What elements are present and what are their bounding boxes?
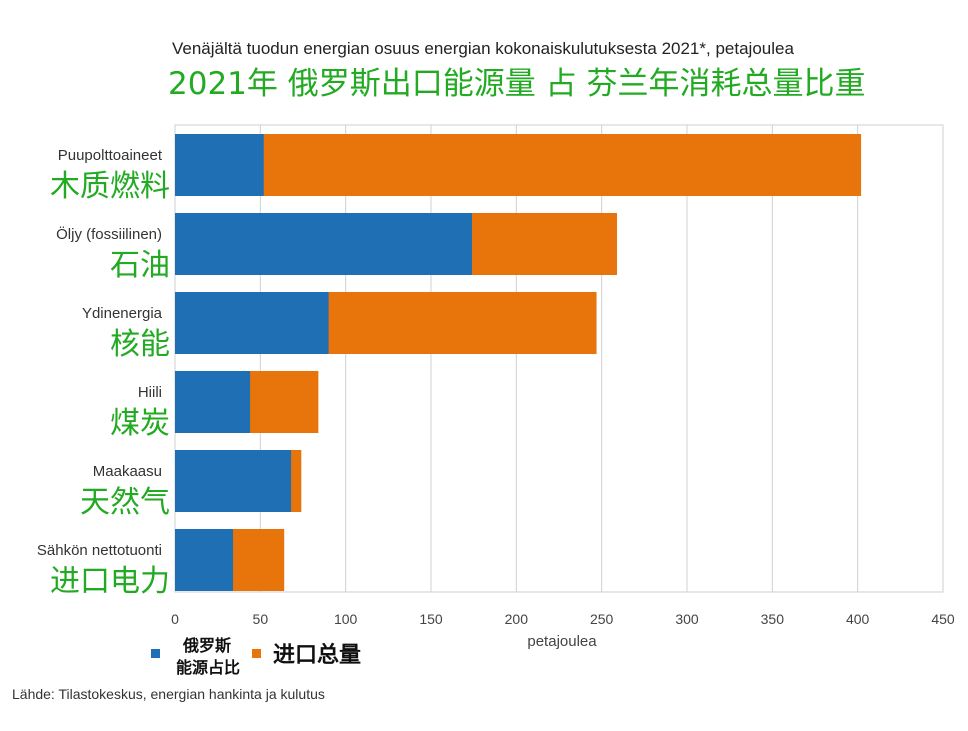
source-note: Lähde: Tilastokeskus, energian hankinta … bbox=[12, 686, 325, 702]
x-tick-labels: 0 50 100 150 200 250 300 350 400 450 bbox=[171, 611, 955, 627]
category-label-fi-0: Puupolttoaineet bbox=[58, 147, 163, 164]
x-tick-label-250: 250 bbox=[590, 611, 614, 627]
bar-total-0 bbox=[175, 134, 862, 196]
x-tick-label-100: 100 bbox=[334, 611, 358, 627]
category-label-zh-2: 核能 bbox=[110, 327, 170, 362]
x-tick-label-200: 200 bbox=[505, 611, 529, 627]
category-label-zh-0: 木质燃料 bbox=[50, 169, 170, 204]
category-label-fi-2: Ydinenergia bbox=[82, 305, 163, 322]
category-label-zh-1: 石油 bbox=[110, 248, 170, 283]
category-label-zh-3: 煤炭 bbox=[110, 406, 170, 441]
category-label-fi-1: Öljy (fossiilinen) bbox=[56, 225, 162, 243]
grid-lines bbox=[259, 125, 859, 592]
plot-area bbox=[174, 124, 944, 593]
chart-title-chinese: 2021年 俄罗斯出口能源量 占 芬兰年消耗总量比重 bbox=[168, 66, 865, 102]
legend: 俄罗斯 能源占比 进口总量 bbox=[151, 636, 361, 677]
bars bbox=[175, 134, 862, 591]
category-label-fi-4: Maakaasu bbox=[93, 463, 162, 480]
x-tick-label-300: 300 bbox=[675, 611, 699, 627]
legend-label-russia-line2: 能源占比 bbox=[176, 658, 240, 677]
x-tick-label-0: 0 bbox=[171, 611, 179, 627]
x-tick-label-350: 350 bbox=[761, 611, 785, 627]
x-tick-label-400: 400 bbox=[846, 611, 870, 627]
legend-swatch-russia bbox=[151, 649, 160, 658]
category-label-fi-5: Sähkön nettotuonti bbox=[37, 542, 162, 559]
chart-title-finnish: Venäjältä tuodun energian osuus energian… bbox=[172, 39, 794, 58]
bar-russia-3 bbox=[175, 371, 251, 433]
category-label-zh-5: 进口电力 bbox=[50, 564, 170, 599]
category-label-fi-3: Hiili bbox=[138, 384, 162, 401]
legend-label-russia-line1: 俄罗斯 bbox=[182, 636, 231, 655]
legend-label-total: 进口总量 bbox=[273, 642, 361, 668]
bar-russia-5 bbox=[175, 529, 234, 591]
x-axis-label: petajoulea bbox=[527, 633, 597, 650]
bar-russia-2 bbox=[175, 292, 329, 354]
x-tick-label-450: 450 bbox=[931, 611, 955, 627]
category-label-zh-4: 天然气 bbox=[80, 485, 170, 520]
x-tick-label-150: 150 bbox=[419, 611, 443, 627]
bar-russia-1 bbox=[175, 213, 472, 275]
x-tick-label-50: 50 bbox=[253, 611, 269, 627]
legend-swatch-total bbox=[252, 649, 261, 658]
bar-russia-4 bbox=[175, 450, 292, 512]
bar-russia-0 bbox=[175, 134, 264, 196]
category-labels: Puupolttoaineet 木质燃料 Öljy (fossiilinen) 石油 Y… bbox=[37, 147, 170, 599]
